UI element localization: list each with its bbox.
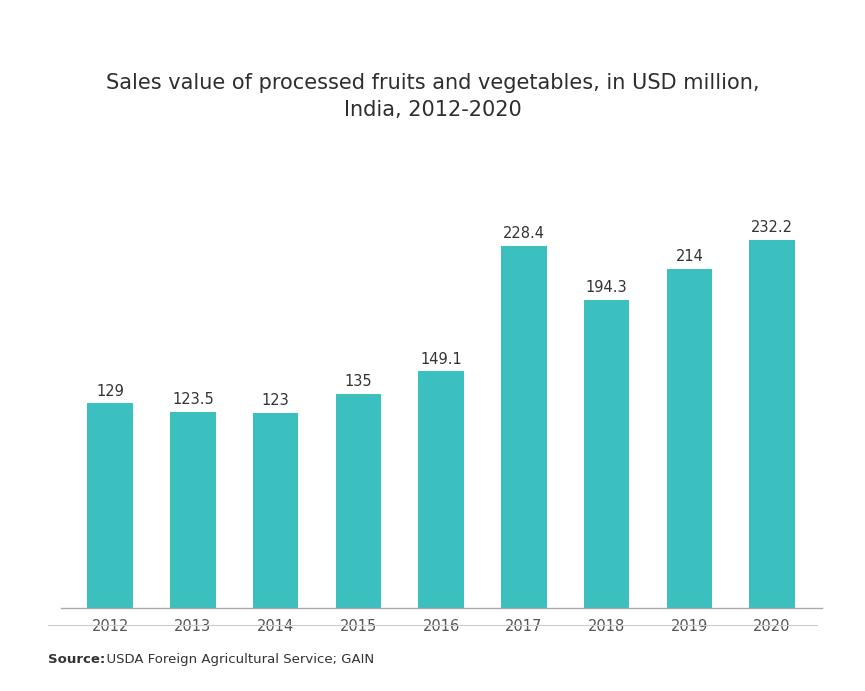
Bar — [749, 240, 795, 608]
Text: 214: 214 — [676, 249, 703, 264]
Bar — [501, 246, 547, 608]
Bar — [336, 394, 381, 608]
Text: 129: 129 — [96, 384, 125, 399]
Text: 149.1: 149.1 — [420, 352, 462, 367]
Text: 123.5: 123.5 — [172, 392, 214, 408]
Text: 135: 135 — [344, 374, 372, 389]
Bar — [667, 269, 712, 608]
Text: India, 2012-2020: India, 2012-2020 — [343, 100, 522, 120]
Text: USDA Foreign Agricultural Service; GAIN: USDA Foreign Agricultural Service; GAIN — [98, 654, 374, 666]
Bar — [87, 404, 133, 608]
Text: 194.3: 194.3 — [586, 280, 627, 295]
Text: Source:: Source: — [48, 654, 105, 666]
Text: 228.4: 228.4 — [503, 226, 545, 241]
Bar — [170, 412, 215, 608]
Bar — [584, 300, 630, 608]
Text: 123: 123 — [262, 393, 290, 408]
Bar — [253, 413, 298, 608]
Bar — [419, 372, 464, 608]
Text: Sales value of processed fruits and vegetables, in USD million,: Sales value of processed fruits and vege… — [106, 73, 759, 93]
Text: 232.2: 232.2 — [751, 220, 793, 235]
